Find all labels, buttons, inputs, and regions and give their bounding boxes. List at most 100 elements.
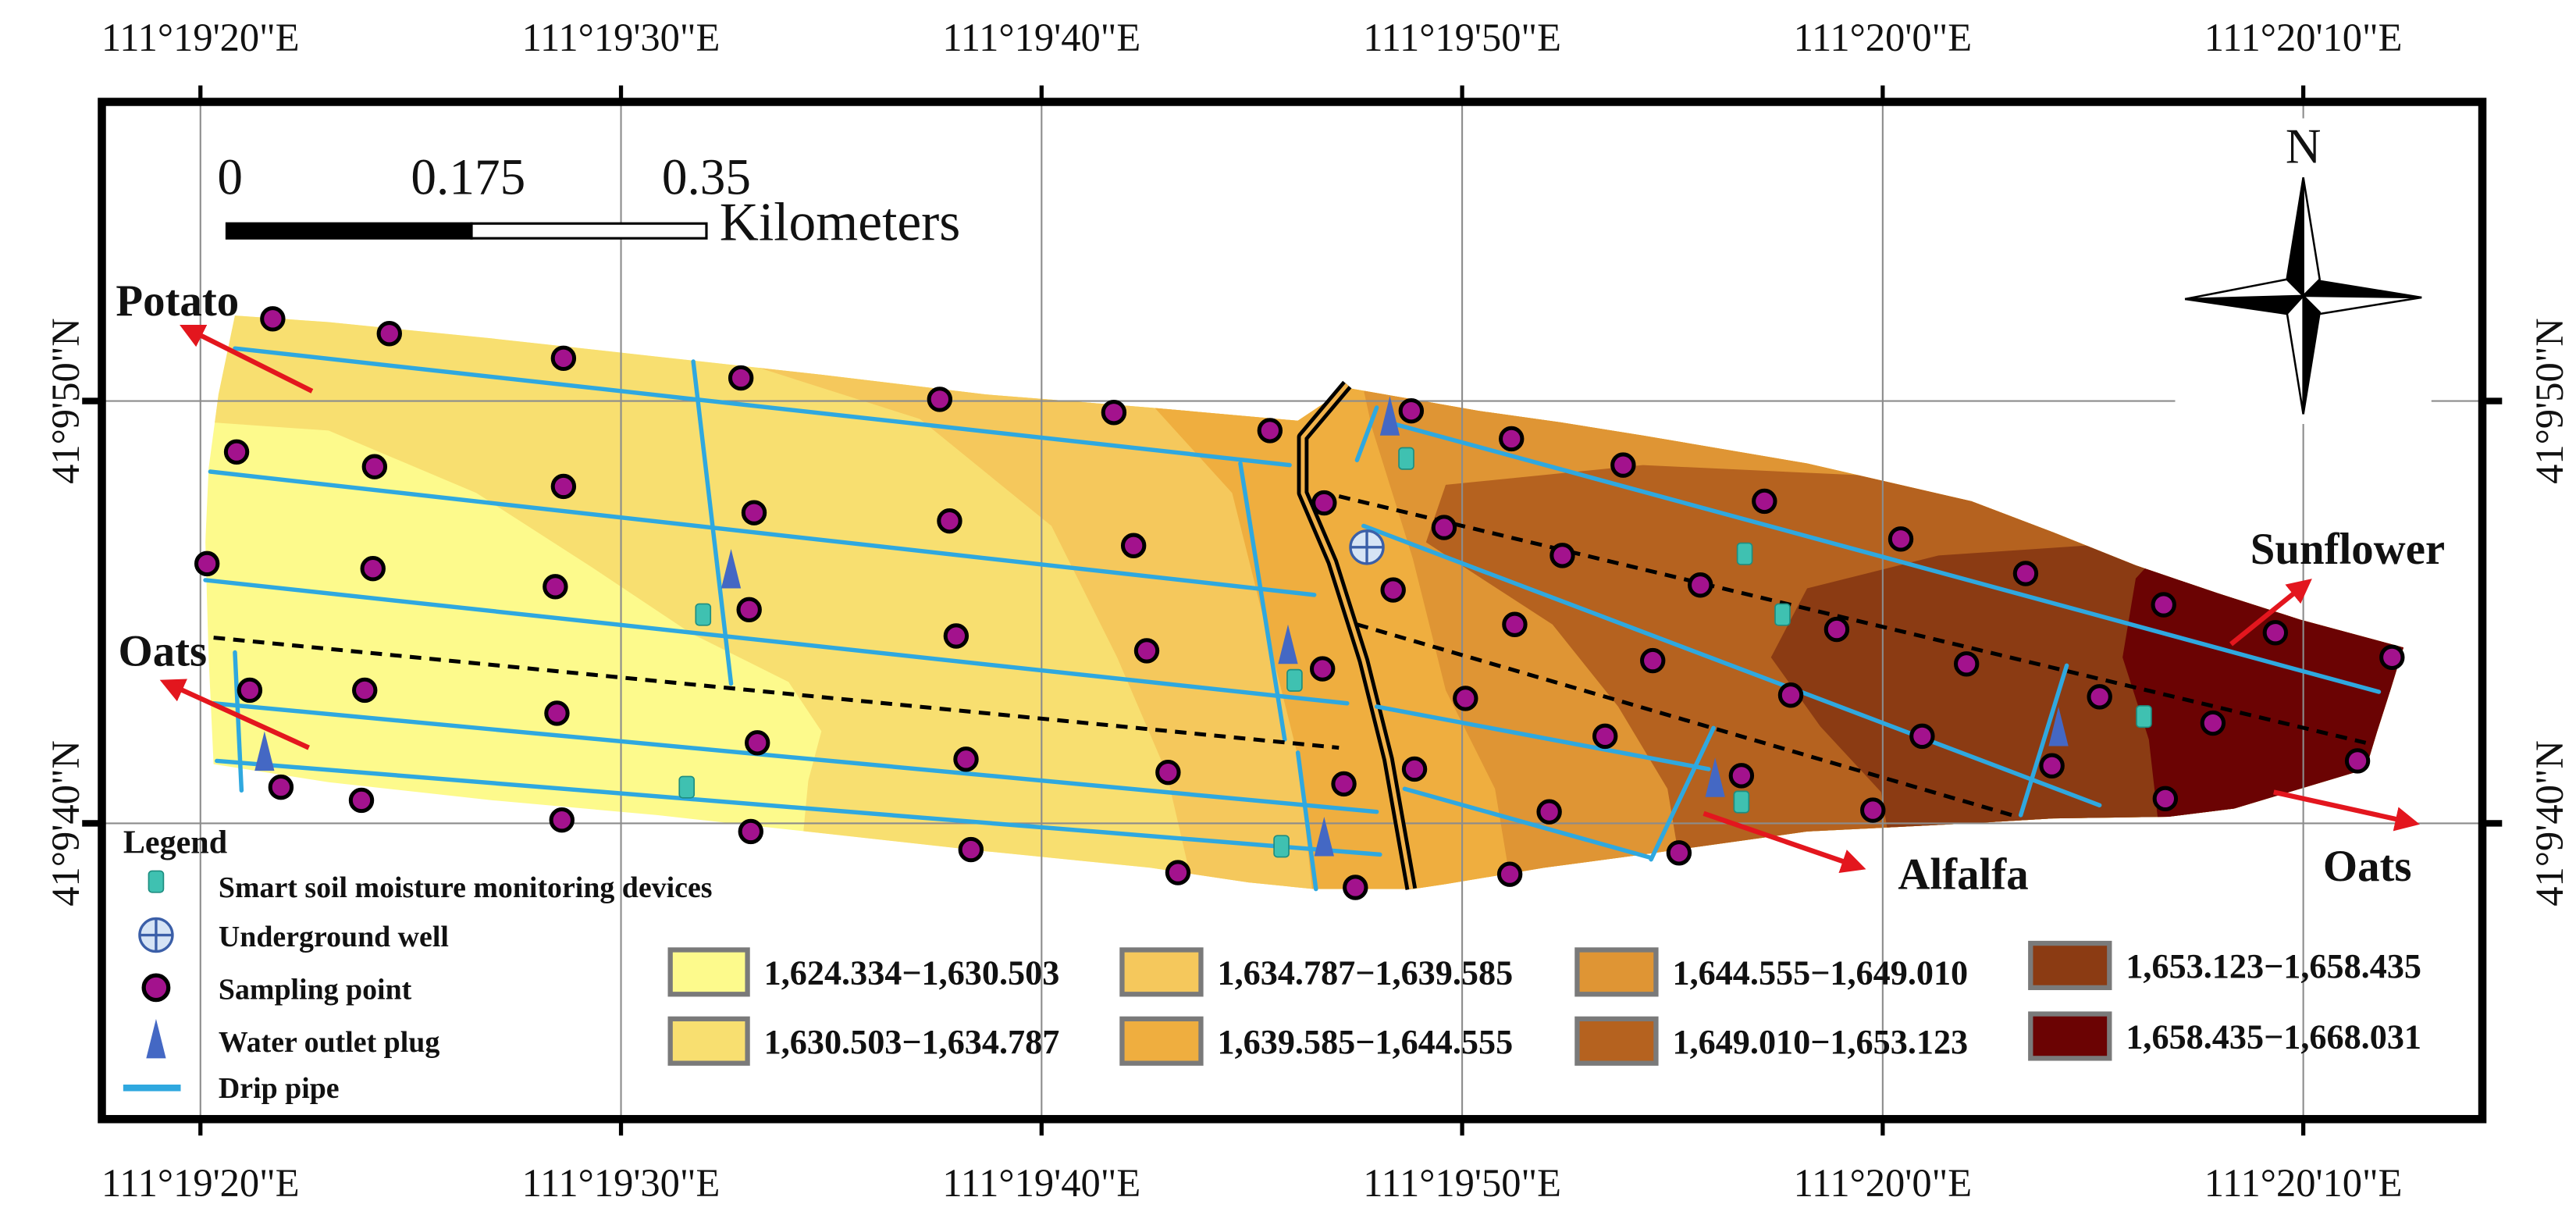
outlet-plug xyxy=(1314,816,1334,857)
legend: Legend Smart soil moisture monitoring de… xyxy=(123,824,713,1105)
sampling-point xyxy=(1101,400,1127,426)
latitude-label: 41°9'40"N xyxy=(2528,740,2571,907)
elevation-label-7: 1,653.123−1,658.435 xyxy=(2126,947,2421,985)
outlet-plug xyxy=(720,548,742,589)
elevation-swatch-8 xyxy=(2028,1011,2112,1061)
graticule xyxy=(101,102,2483,1120)
latitude-label: 41°9'50"N xyxy=(44,318,87,484)
sampling-point xyxy=(1431,515,1457,540)
elevation-label-3: 1,634.787−1,639.585 xyxy=(1218,954,1514,992)
sampling-point xyxy=(2039,753,2065,778)
longitude-labels-bottom: 111°19'20"E 111°19'30"E 111°19'40"E 111°… xyxy=(101,1161,2403,1205)
drip-pipe xyxy=(211,701,1379,814)
sampling-point xyxy=(1257,418,1283,444)
sampling-point xyxy=(927,387,953,412)
drip-pipe xyxy=(1295,750,1318,892)
underground-well xyxy=(1349,529,1385,565)
sampling-point xyxy=(2344,748,2371,774)
sampling-point xyxy=(1953,651,1980,677)
sampling-point xyxy=(2379,644,2405,671)
drip-pipe xyxy=(1649,725,1716,862)
sampling-point xyxy=(223,439,250,465)
elevation-label-1: 1,624.334−1,630.503 xyxy=(764,954,1060,992)
crop-direction-arrows xyxy=(159,325,2420,873)
sampling-point xyxy=(2262,620,2289,646)
scale-tick-1: 0.175 xyxy=(411,149,525,205)
legend-label-outlet-plug: Water outlet plug xyxy=(219,1026,439,1059)
elevation-label-8: 1,658.435−1,668.031 xyxy=(2126,1018,2421,1056)
drip-pipe xyxy=(1361,523,2102,807)
elevation-legend: 1,624.334−1,630.503 1,630.503−1,634.787 … xyxy=(667,940,2421,1066)
sampling-point xyxy=(1752,488,1777,515)
sampling-point xyxy=(1640,647,1666,674)
drip-pipe xyxy=(1238,461,1287,742)
moisture-device xyxy=(1774,603,1791,626)
longitude-label: 111°19'30"E xyxy=(522,1161,720,1205)
scale-bar-segment-2 xyxy=(470,222,708,240)
longitude-label: 111°20'10"E xyxy=(2204,16,2403,59)
scale-unit: Kilometers xyxy=(720,192,961,252)
sampling-point xyxy=(2200,710,2226,736)
sampling-point xyxy=(1823,616,1850,643)
elevation-swatch-7 xyxy=(2028,940,2112,991)
legend-label-sampling-point: Sampling point xyxy=(219,974,412,1006)
drip-pipes xyxy=(203,346,2382,892)
sampling-point xyxy=(2151,592,2176,618)
sampling-point xyxy=(958,836,984,863)
sampling-point xyxy=(745,730,770,756)
compass-star xyxy=(2184,177,2422,415)
sampling-point xyxy=(1592,723,1618,750)
sampling-point xyxy=(1536,799,1562,825)
sampling-point xyxy=(1165,860,1191,885)
elevation-swatch-1 xyxy=(667,947,750,997)
sampling-point xyxy=(728,365,754,391)
sampling-point xyxy=(1860,797,1886,823)
dashed-boundaries xyxy=(213,494,2367,819)
sampling-point xyxy=(1777,682,1804,708)
sampling-point xyxy=(237,677,263,704)
elevation-label-6: 1,649.010−1,653.123 xyxy=(1672,1023,1968,1061)
elevation-swatch-4 xyxy=(1119,1016,1204,1066)
longitude-label: 111°19'40"E xyxy=(942,16,1140,59)
scale-tick-2: 0.35 xyxy=(662,149,751,205)
legend-title: Legend xyxy=(123,824,227,860)
sampling-point xyxy=(953,746,979,772)
sampling-point xyxy=(1888,526,1914,552)
drip-pipe xyxy=(203,578,1350,706)
crop-label-sunflower: Sunflower xyxy=(2250,525,2445,574)
sampling-point xyxy=(2087,684,2112,710)
longitude-label: 111°19'40"E xyxy=(942,1161,1140,1205)
moisture-device xyxy=(1733,790,1750,814)
outlet-plug xyxy=(1705,757,1725,797)
sampling-point xyxy=(1453,686,1478,711)
outlet-plug xyxy=(2048,706,2069,746)
sampling-point xyxy=(736,597,762,623)
elevation-swatch-2 xyxy=(667,1016,750,1066)
drip-pipe xyxy=(1386,420,2382,694)
crop-label-oats-east: Oats xyxy=(2323,842,2412,891)
moisture-device-icon xyxy=(148,870,165,893)
moisture-device xyxy=(1286,668,1303,692)
longitude-label: 111°19'50"E xyxy=(1363,16,1561,59)
drip-pipe xyxy=(233,650,244,793)
moisture-device xyxy=(1736,542,1753,565)
sampling-point xyxy=(2012,561,2039,586)
frame-ticks xyxy=(82,85,2503,1136)
sampling-point xyxy=(543,574,568,600)
arrow-oats-east xyxy=(2273,789,2420,832)
sampling-point xyxy=(1155,759,1181,786)
outlet-plug xyxy=(1278,624,1298,664)
moisture-device xyxy=(1273,835,1290,858)
point-features xyxy=(194,306,2405,900)
crop-label-potato: Potato xyxy=(116,276,239,326)
longitude-label: 111°20'0"E xyxy=(1794,1161,1973,1205)
legend-label-drip-pipe: Drip pipe xyxy=(219,1072,340,1105)
legend-label-moisture-device: Smart soil moisture monitoring devices xyxy=(219,871,713,904)
sampling-point xyxy=(1309,656,1336,682)
sampling-point xyxy=(1311,490,1337,516)
sampling-point xyxy=(1728,763,1755,789)
sampling-point xyxy=(1502,611,1528,637)
sampling-point xyxy=(1401,756,1428,782)
longitude-label: 111°19'20"E xyxy=(101,1161,300,1205)
